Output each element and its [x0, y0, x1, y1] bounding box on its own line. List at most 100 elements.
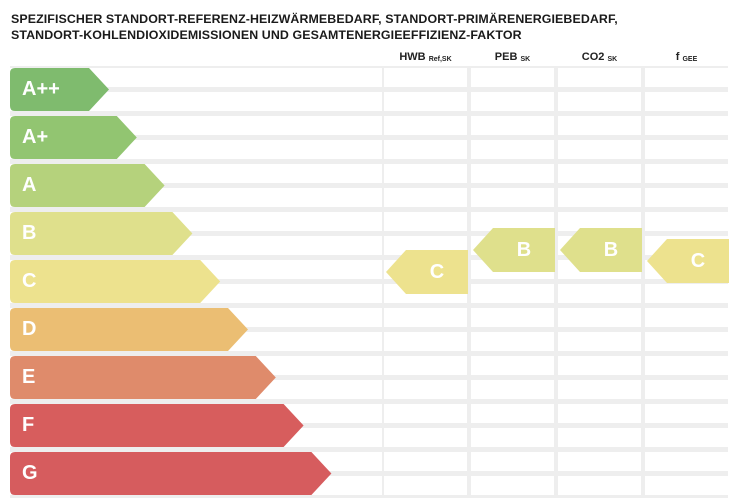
grid-cell — [471, 212, 554, 231]
rating-marker-label: B — [516, 239, 532, 261]
grid-cell — [471, 452, 554, 471]
column-header-subscript: GEE — [682, 56, 698, 63]
column-header-name: HWB — [399, 51, 429, 63]
energy-class-arrow: B — [10, 212, 193, 255]
grid-cell — [645, 404, 728, 423]
grid-cell — [558, 308, 641, 327]
grid-cell — [645, 140, 728, 159]
column-header-name: PEB — [494, 51, 521, 63]
column-header: f GEE — [645, 51, 728, 63]
grid-cell — [384, 380, 467, 399]
grid-cell — [384, 116, 467, 135]
energy-class-arrow: D — [10, 308, 248, 351]
grid-cell — [558, 116, 641, 135]
grid-row-stripe — [10, 92, 382, 111]
energy-class-label: F — [22, 414, 35, 436]
grid-cell — [558, 188, 641, 207]
grid-cell — [384, 188, 467, 207]
grid-cell — [471, 380, 554, 399]
grid-cell — [471, 404, 554, 423]
grid-cell — [645, 332, 728, 351]
grid-cell — [384, 140, 467, 159]
grid-cell — [645, 356, 728, 375]
energy-class-label: C — [22, 270, 37, 292]
rating-marker-shape — [473, 228, 555, 272]
grid-cell — [471, 428, 554, 447]
rating-marker-label: C — [690, 250, 706, 272]
grid-cell — [471, 308, 554, 327]
grid-cell — [645, 68, 728, 87]
grid-cell — [471, 476, 554, 495]
grid-cell — [384, 428, 467, 447]
energy-class-label: B — [22, 222, 37, 244]
grid-cell — [384, 92, 467, 111]
energy-class-arrow: F — [10, 404, 304, 447]
energy-class-label: G — [22, 462, 38, 484]
grid-cell — [558, 476, 641, 495]
energy-class-arrow: A — [10, 164, 165, 207]
energy-class-label: A+ — [22, 126, 49, 148]
rating-marker-label: B — [603, 239, 619, 261]
grid-cell — [645, 212, 728, 231]
grid-cell — [384, 308, 467, 327]
column-header-subscript: Ref,SK — [428, 56, 452, 63]
grid-cell — [384, 164, 467, 183]
grid-cell — [645, 116, 728, 135]
grid-cell — [471, 68, 554, 87]
column-header-name: CO2 — [581, 51, 608, 63]
energy-class-arrow-shape — [10, 116, 137, 159]
grid-cell — [645, 428, 728, 447]
grid-cell — [558, 332, 641, 351]
grid-cell — [645, 188, 728, 207]
column-header: HWB Ref,SK — [384, 51, 467, 63]
grid-cell — [471, 116, 554, 135]
energy-class-arrow-shape — [10, 260, 221, 303]
column-header: PEB SK — [471, 51, 554, 63]
grid-cell — [384, 356, 467, 375]
grid-cell — [558, 140, 641, 159]
rating-marker: B — [560, 228, 642, 272]
grid-cell — [645, 164, 728, 183]
energy-class-arrow: A+ — [10, 116, 137, 159]
energy-class-arrow-shape — [10, 356, 276, 399]
rating-marker: B — [473, 228, 555, 272]
grid-cell — [471, 284, 554, 303]
grid-cell — [645, 380, 728, 399]
energy-class-arrow-shape — [10, 212, 193, 255]
rating-marker-shape — [647, 239, 729, 283]
grid-row-stripe — [10, 68, 382, 87]
grid-cell — [558, 404, 641, 423]
grid-cell — [471, 332, 554, 351]
grid-cell — [645, 308, 728, 327]
title-line-2: STANDORT-KOHLENDIOXIDEMISSIONEN UND GESA… — [11, 28, 522, 42]
energy-class-label: E — [22, 366, 36, 388]
energy-class-arrow-shape — [10, 68, 109, 111]
grid-cell — [471, 92, 554, 111]
grid-cell — [645, 284, 728, 303]
grid-cell — [558, 212, 641, 231]
grid-cell — [645, 476, 728, 495]
grid-cell — [384, 332, 467, 351]
grid-cell — [558, 452, 641, 471]
chart-title: SPEZIFISCHER STANDORT-REFERENZ-HEIZWÄRME… — [11, 11, 731, 43]
energy-class-arrow-shape — [10, 308, 248, 351]
grid-cell — [558, 92, 641, 111]
energy-class-arrow-shape — [10, 404, 304, 447]
energy-class-label: A++ — [22, 78, 60, 100]
grid-cell — [471, 164, 554, 183]
energy-class-label: A — [22, 174, 37, 196]
energy-class-arrow-shape — [10, 164, 165, 207]
rating-marker-shape — [386, 250, 468, 294]
grid-cell — [558, 68, 641, 87]
rating-marker: C — [647, 239, 729, 283]
grid-cell — [558, 380, 641, 399]
column-header: CO2 SK — [558, 51, 641, 63]
grid-cell — [384, 404, 467, 423]
grid-cell — [558, 356, 641, 375]
energy-class-arrow: C — [10, 260, 221, 303]
title-line-1: SPEZIFISCHER STANDORT-REFERENZ-HEIZWÄRME… — [11, 12, 618, 26]
column-header-subscript: SK — [520, 56, 531, 63]
grid-cell — [558, 284, 641, 303]
grid-cell — [645, 92, 728, 111]
energy-class-label: D — [22, 318, 37, 340]
